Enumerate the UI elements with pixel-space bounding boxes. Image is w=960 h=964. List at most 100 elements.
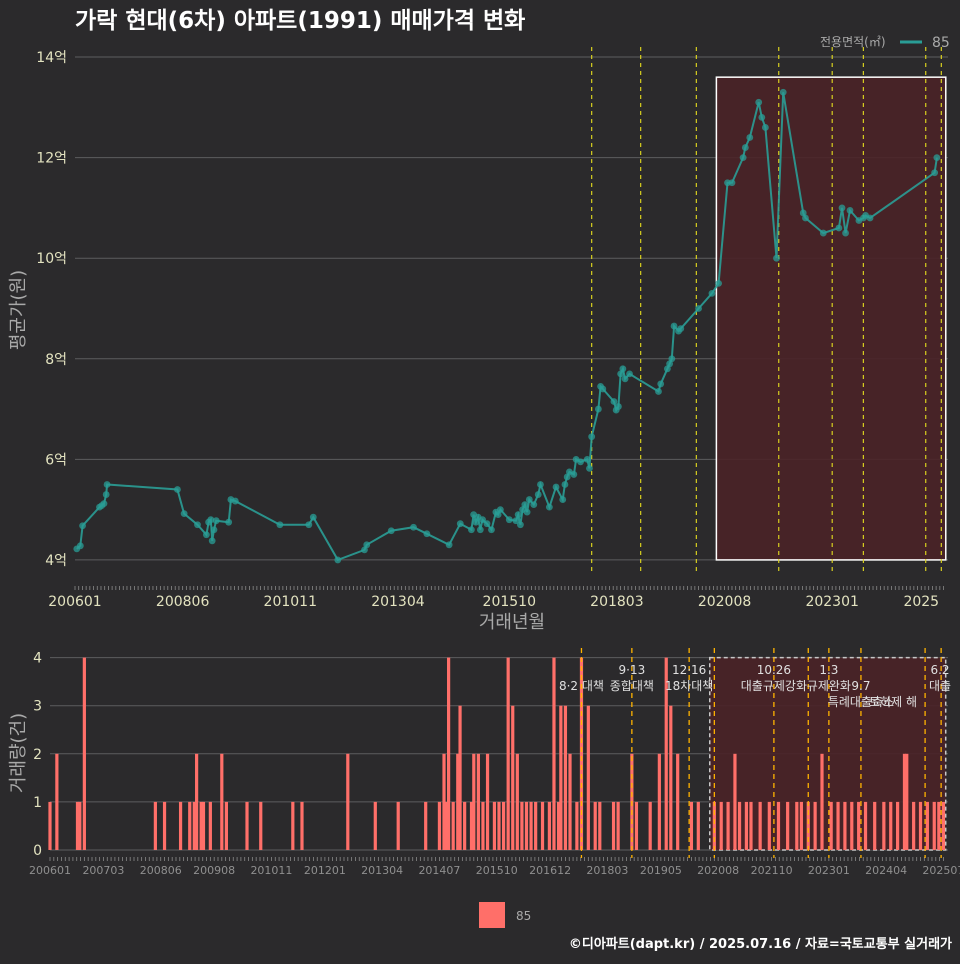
volume-bar: [442, 753, 446, 850]
volume-bar: [902, 753, 907, 850]
volume-bar: [82, 657, 86, 850]
volume-bar: [524, 801, 529, 850]
volume-bar: [447, 657, 451, 850]
y-tick-label: 6억: [45, 452, 67, 468]
volume-bar: [806, 801, 810, 850]
volume-bar: [737, 801, 742, 850]
price-point: [514, 511, 522, 519]
x-tick-label: 201510: [483, 594, 536, 610]
price-point: [410, 523, 417, 531]
policy-annotation: 특례대출축소: [828, 695, 894, 709]
volume-bar: [932, 801, 936, 850]
bottom-x-tick-label: 201304: [361, 864, 403, 877]
policy-annotation: 9.7: [851, 679, 870, 693]
price-point: [739, 154, 747, 162]
volume-bar: [162, 801, 167, 850]
volume-bar: [648, 801, 652, 850]
bottom-x-tick-label: 202301: [808, 864, 850, 877]
volume-bar: [611, 801, 616, 850]
price-point: [773, 254, 780, 262]
y-tick-label: 4억: [45, 553, 67, 569]
policy-annotation: 대출: [929, 679, 951, 693]
bottom-y-tick-label: 1: [33, 795, 42, 811]
price-point: [180, 510, 188, 518]
highlight-box: [715, 76, 947, 561]
volume-bar: [889, 801, 893, 850]
bottom-x-tick-label: 201612: [529, 864, 571, 877]
volume-bar: [767, 801, 771, 850]
policy-annotation: 토허제 해: [869, 695, 917, 709]
price-point: [305, 521, 313, 529]
volume-bar: [813, 801, 817, 850]
price-point: [758, 114, 766, 121]
price-point: [505, 516, 513, 524]
volume-bar: [712, 801, 716, 850]
y-tick-label: 8억: [45, 352, 67, 368]
price-point: [846, 207, 854, 214]
price-point: [570, 471, 578, 478]
price-point: [208, 537, 216, 545]
volume-bar: [547, 801, 551, 850]
policy-annotation: 규제완화: [807, 679, 851, 693]
price-point: [599, 385, 607, 393]
volume-bar: [829, 801, 833, 850]
bottom-x-tick-label: 201201: [304, 864, 346, 877]
volume-bar: [424, 801, 428, 850]
x-tick-label: 201803: [590, 594, 643, 610]
volume-bar: [520, 801, 524, 850]
volume-bar: [689, 801, 694, 850]
volume-bar: [511, 705, 515, 850]
price-point: [561, 481, 569, 488]
price-point: [668, 355, 676, 363]
bottom-x-tick-label: 200806: [140, 864, 182, 877]
volume-bar: [444, 801, 448, 850]
bottom-x-tick-label: 201803: [586, 864, 628, 877]
volume-bar: [291, 801, 295, 850]
volume-bar: [941, 801, 946, 850]
volume-bar: [481, 801, 485, 850]
price-point: [212, 517, 220, 525]
volume-bar: [786, 801, 790, 850]
volume-bar: [463, 801, 467, 850]
volume-bar: [634, 801, 639, 850]
volume-bar: [472, 753, 476, 850]
y-tick-label: 14억: [36, 50, 67, 66]
legend-bar-label: 85: [516, 909, 531, 923]
y-tick-label: 10억: [36, 251, 67, 267]
price-point: [695, 305, 702, 312]
volume-bar: [55, 753, 59, 850]
price-point: [761, 124, 769, 131]
price-point: [621, 375, 629, 383]
volume-bar: [820, 753, 824, 850]
price-point: [931, 169, 939, 177]
volume-bar: [912, 801, 916, 850]
price-point: [842, 229, 849, 237]
volume-bar: [201, 801, 206, 850]
volume-bar: [556, 801, 561, 850]
volume-bar: [882, 801, 886, 850]
bottom-y-tick-label: 3: [33, 699, 42, 715]
volume-bar: [153, 801, 157, 850]
price-point: [708, 290, 716, 297]
price-point: [363, 541, 371, 549]
volume-bar: [501, 801, 506, 850]
volume-bar: [669, 705, 673, 850]
volume-bar: [245, 801, 249, 850]
x-tick-label: 201011: [264, 594, 317, 610]
volume-bar: [224, 801, 228, 850]
bottom-x-tick-label: 202507: [922, 864, 960, 877]
volume-bar: [469, 801, 474, 850]
price-point: [552, 483, 560, 491]
volume-bar: [563, 705, 568, 850]
volume-bar: [843, 801, 847, 850]
price-point: [626, 370, 633, 378]
policy-annotation: 1.3: [819, 663, 838, 677]
volume-bar: [75, 801, 80, 850]
legend-bar-swatch: [479, 902, 505, 928]
volume-bar: [529, 801, 533, 850]
volume-bar: [199, 801, 203, 850]
policy-annotation: 8·2 대책: [559, 678, 604, 693]
price-point: [715, 279, 723, 287]
volume-bar: [396, 801, 400, 850]
